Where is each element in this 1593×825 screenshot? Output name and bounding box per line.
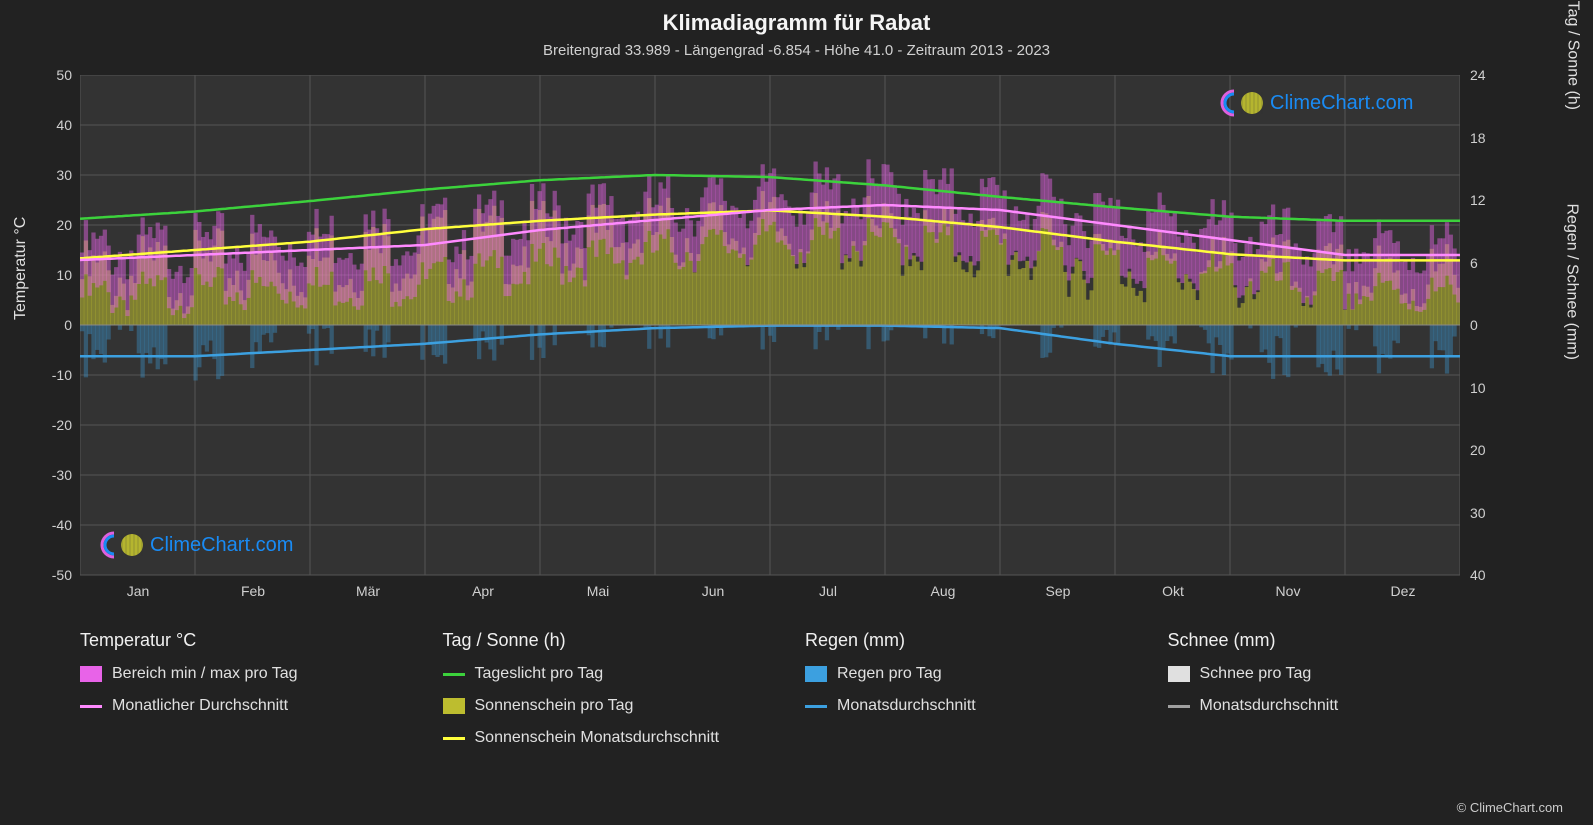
legend-item-daylight: Tageslicht pro Tag (443, 665, 786, 683)
right-tick-hours-label: 0 (1470, 317, 1478, 333)
left-tick-label: 0 (22, 317, 72, 333)
left-tick-label: 50 (22, 67, 72, 83)
legend-col-rain: Regen (mm) Regen pro Tag Monatsdurchschn… (805, 630, 1148, 761)
month-label: Jun (656, 583, 771, 599)
svg-text:ClimeChart.com: ClimeChart.com (1270, 92, 1413, 114)
swatch-temp-avg-icon (80, 705, 102, 708)
legend-label: Sonnenschein Monatsdurchschnitt (475, 729, 720, 747)
legend-col-daylight: Tag / Sonne (h) Tageslicht pro Tag Sonne… (443, 630, 786, 761)
month-label: Jan (81, 583, 196, 599)
swatch-daylight-icon (443, 673, 465, 676)
swatch-temp-range-icon (80, 666, 102, 682)
legend-item-sunshine-line: Sonnenschein Monatsdurchschnitt (443, 729, 786, 747)
left-tick-label: 10 (22, 267, 72, 283)
left-tick-label: -10 (22, 367, 72, 383)
legend-item-sunshine-fill: Sonnenschein pro Tag (443, 697, 786, 715)
right-tick-hours-label: 24 (1470, 67, 1486, 83)
chart-subtitle: Breitengrad 33.989 - Längengrad -6.854 -… (0, 36, 1593, 59)
legend-item-rain-bar: Regen pro Tag (805, 665, 1148, 683)
left-tick-label: 20 (22, 217, 72, 233)
swatch-rain-bar-icon (805, 666, 827, 682)
legend-col-temperature: Temperatur °C Bereich min / max pro Tag … (80, 630, 423, 761)
legend-title-temperature: Temperatur °C (80, 630, 423, 651)
legend-item-snow-bar: Schnee pro Tag (1168, 665, 1511, 683)
swatch-sunshine-fill-icon (443, 698, 465, 714)
legend-label: Monatsdurchschnitt (837, 697, 976, 715)
left-tick-label: 40 (22, 117, 72, 133)
legend-col-snow: Schnee (mm) Schnee pro Tag Monatsdurchsc… (1168, 630, 1511, 761)
y-axis-right-top-label: Tag / Sonne (h) (1563, 1, 1581, 110)
y-axis-right-bottom-label: Regen / Schnee (mm) (1563, 203, 1581, 360)
month-label: Nov (1231, 583, 1346, 599)
month-label: Feb (196, 583, 311, 599)
legend-label: Bereich min / max pro Tag (112, 665, 298, 683)
chart-plot-area: ClimeChart.com ClimeChart.com (80, 75, 1460, 575)
swatch-sunshine-line-icon (443, 737, 465, 740)
climate-chart-root: Klimadiagramm für Rabat Breitengrad 33.9… (0, 0, 1593, 825)
legend-item-rain-line: Monatsdurchschnitt (805, 697, 1148, 715)
legend-title-snow: Schnee (mm) (1168, 630, 1511, 651)
legend-label: Regen pro Tag (837, 665, 942, 683)
month-label: Mär (311, 583, 426, 599)
legend-label: Monatsdurchschnitt (1200, 697, 1339, 715)
right-tick-precip-label: 10 (1470, 380, 1486, 396)
left-tick-label: -50 (22, 567, 72, 583)
legend-title-rain: Regen (mm) (805, 630, 1148, 651)
legend-label: Tageslicht pro Tag (475, 665, 604, 683)
right-tick-precip-label: 40 (1470, 567, 1486, 583)
month-label: Okt (1116, 583, 1231, 599)
legend-label: Schnee pro Tag (1200, 665, 1312, 683)
month-label: Mai (541, 583, 656, 599)
legend-item-temp-range: Bereich min / max pro Tag (80, 665, 423, 683)
right-tick-hours-label: 18 (1470, 130, 1486, 146)
svg-text:ClimeChart.com: ClimeChart.com (150, 534, 293, 556)
chart-svg: ClimeChart.com ClimeChart.com (80, 75, 1460, 595)
month-label: Sep (1001, 583, 1116, 599)
legend-item-snow-line: Monatsdurchschnitt (1168, 697, 1511, 715)
legend-item-temp-avg: Monatlicher Durchschnitt (80, 697, 423, 715)
month-label: Dez (1346, 583, 1461, 599)
chart-title: Klimadiagramm für Rabat (0, 0, 1593, 36)
copyright-text: © ClimeChart.com (1457, 800, 1563, 815)
swatch-snow-line-icon (1168, 705, 1190, 708)
right-tick-precip-label: 20 (1470, 442, 1486, 458)
month-label: Apr (426, 583, 541, 599)
left-tick-label: -40 (22, 517, 72, 533)
month-label: Aug (886, 583, 1001, 599)
legend-title-daylight: Tag / Sonne (h) (443, 630, 786, 651)
left-tick-label: -20 (22, 417, 72, 433)
left-tick-label: 30 (22, 167, 72, 183)
right-tick-hours-label: 6 (1470, 255, 1478, 271)
month-label: Jul (771, 583, 886, 599)
legend: Temperatur °C Bereich min / max pro Tag … (80, 630, 1510, 761)
left-tick-label: -30 (22, 467, 72, 483)
legend-label: Monatlicher Durchschnitt (112, 697, 288, 715)
swatch-snow-bar-icon (1168, 666, 1190, 682)
right-tick-precip-label: 30 (1470, 505, 1486, 521)
legend-label: Sonnenschein pro Tag (475, 697, 634, 715)
right-tick-hours-label: 12 (1470, 192, 1486, 208)
swatch-rain-line-icon (805, 705, 827, 708)
